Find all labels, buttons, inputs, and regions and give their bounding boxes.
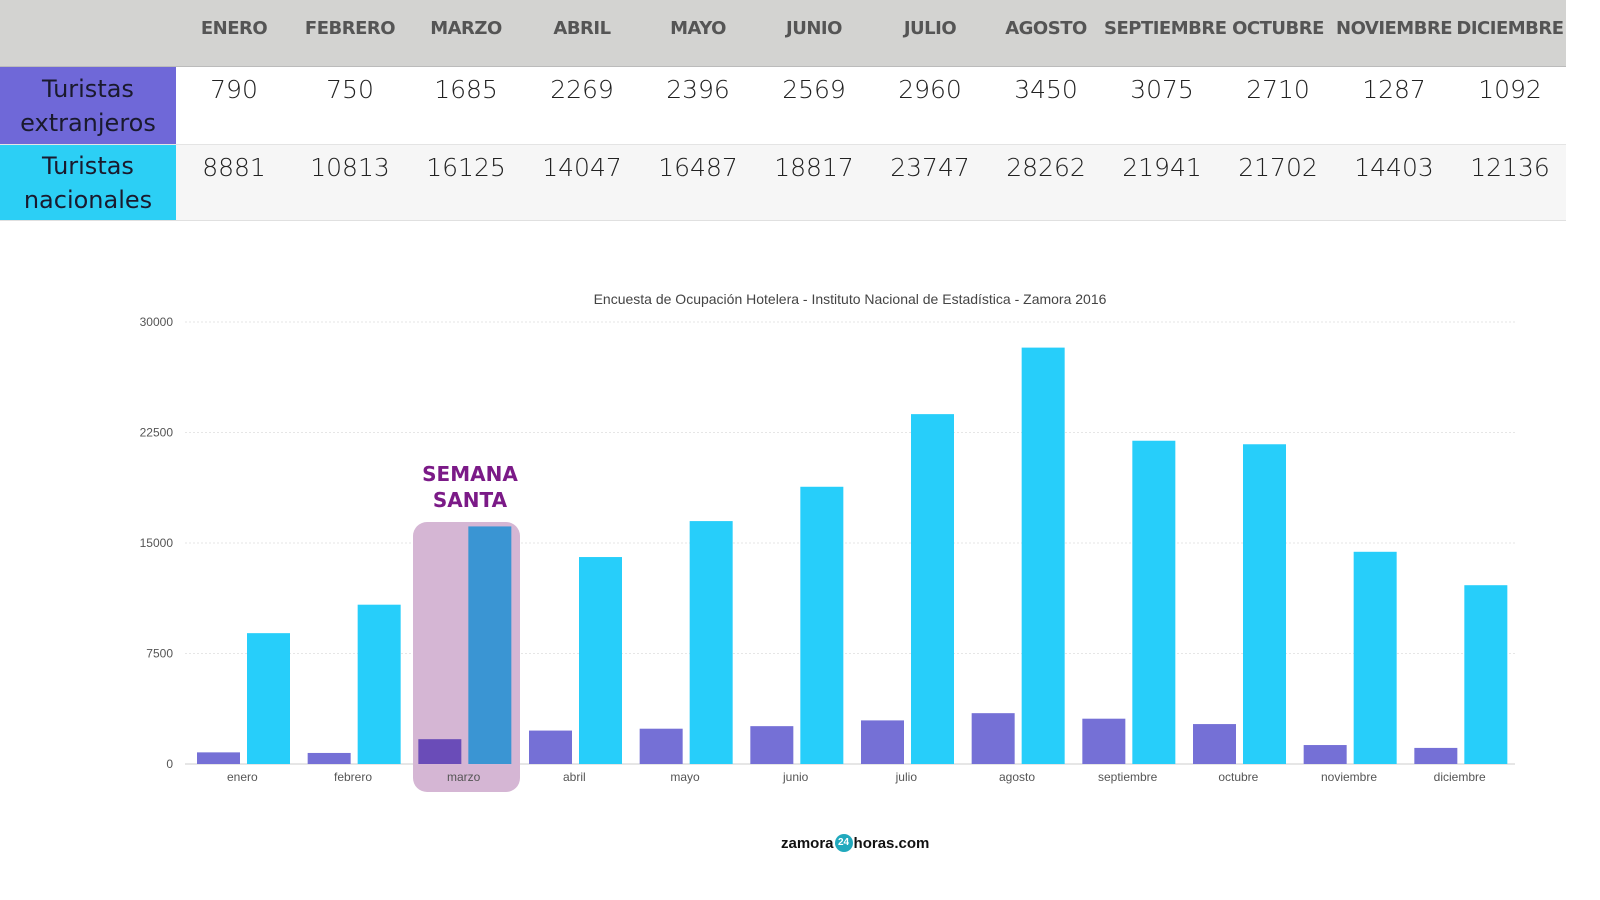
row-extranjeros: Turistas extranjeros 790 750 1685 2269 2396 25… [0,67,1566,145]
bar-extranjeros [971,713,1015,764]
x-tick-label: febrero [334,770,372,784]
bar-extranjeros [750,726,794,764]
x-tick-label: diciembre [1434,770,1486,784]
table-cell: 2396 [666,75,730,104]
table-cell: 21941 [1122,153,1202,182]
bar-nacionales [1353,551,1397,764]
x-tick-label: septiembre [1098,770,1158,784]
table-cell: 1685 [434,75,498,104]
x-tick-label: junio [782,770,809,784]
column-header: ABRIL [553,18,611,39]
column-header: JULIO [903,18,957,39]
x-tick-label: abril [563,770,586,784]
x-tick-label: noviembre [1321,770,1377,784]
chart-title: Encuesta de Ocupación Hotelera - Institu… [594,291,1107,307]
table-cell: 23747 [890,153,970,182]
y-tick-label: 0 [166,757,173,771]
table-cell: 16125 [426,153,506,182]
column-header: MARZO [430,18,502,39]
column-header: SEPTIEMBRE [1104,18,1227,39]
table-cell: 2569 [782,75,846,104]
bar-extranjeros [197,752,240,764]
y-tick-label: 15000 [140,536,174,550]
x-tick-label: agosto [999,770,1035,784]
row-label-line: extranjeros [20,108,156,137]
table-cell: 10813 [310,153,390,182]
table-cell: 1092 [1478,75,1542,104]
bar-nacionales [1132,440,1176,764]
table-cell: 3075 [1130,75,1194,104]
table-cell: 12136 [1470,153,1550,182]
bar-extranjeros [639,728,683,764]
y-tick-label: 22500 [140,426,174,440]
annotation-text: SANTA [433,488,508,512]
x-tick-label: marzo [447,770,481,784]
row-label-line: Turistas [42,151,134,180]
x-tick-label: julio [895,770,918,784]
row-label-extranjeros: Turistas extranjeros [0,67,176,144]
table-cell: 8881 [202,153,266,182]
table-cell: 28262 [1006,153,1086,182]
annotation-text: SEMANA [422,462,518,486]
column-header: NOVIEMBRE [1336,18,1453,39]
row-label-nacionales: Turistas nacionales [0,145,176,220]
table-cell: 2269 [550,75,614,104]
y-tick-label: 30000 [140,315,174,329]
table-cell: 790 [210,75,258,104]
x-tick-label: octubre [1218,770,1258,784]
column-header: FEBRERO [304,18,396,39]
column-header: OCTUBRE [1232,18,1324,39]
bar-nacionales [911,414,954,764]
table-cell: 14403 [1354,153,1434,182]
bar-extranjeros [529,730,572,764]
table-cell: 21702 [1238,153,1318,182]
table-cell: 3450 [1014,75,1078,104]
x-tick-label: mayo [670,770,700,784]
table-cell: 2960 [898,75,962,104]
bar-nacionales [689,521,733,764]
bar-nacionales [247,633,290,764]
table-cell: 14047 [542,153,622,182]
column-header: ENERO [200,18,268,39]
bar-nacionales [1243,444,1286,764]
table-cell: 18817 [774,153,854,182]
logo: zamora 24 horas.com [781,834,929,852]
column-header: JUNIO [786,18,842,39]
table-cell: 1287 [1362,75,1426,104]
x-tick-label: enero [227,770,258,784]
table-header: ENERO FEBRERO MARZO ABRIL MAYO JUNIO JULIO AGOS… [0,0,1566,67]
y-tick-label: 7500 [146,647,173,661]
bar-nacionales [800,486,844,764]
bar-nacionales [579,557,622,764]
bar-nacionales [468,526,512,764]
row-label-line: nacionales [23,185,153,214]
bar-extranjeros [1303,745,1347,764]
logo-text: horas.com [853,834,930,852]
column-header: MAYO [670,18,726,39]
bar-nacionales [357,604,401,764]
bar-extranjeros [418,739,462,764]
logo-text: zamora [781,834,834,852]
bar-nacionales [1464,585,1508,764]
row-nacionales: Turistas nacionales 8881 10813 16125 14047 16… [0,145,1566,221]
bar-extranjeros [1193,724,1236,764]
table-cell: 16487 [658,153,738,182]
logo-badge: 24 [834,834,853,852]
table-cell: 750 [326,75,374,104]
column-header: AGOSTO [1005,18,1087,39]
bar-extranjeros [861,720,904,764]
column-header: DICIEMBRE [1456,18,1564,39]
bar-extranjeros [1414,747,1458,764]
bar-extranjeros [1082,718,1126,764]
row-label-line: Turistas [42,74,134,103]
bar-extranjeros [307,752,351,764]
table-cell: 2710 [1246,75,1310,104]
bar-nacionales [1021,347,1065,764]
